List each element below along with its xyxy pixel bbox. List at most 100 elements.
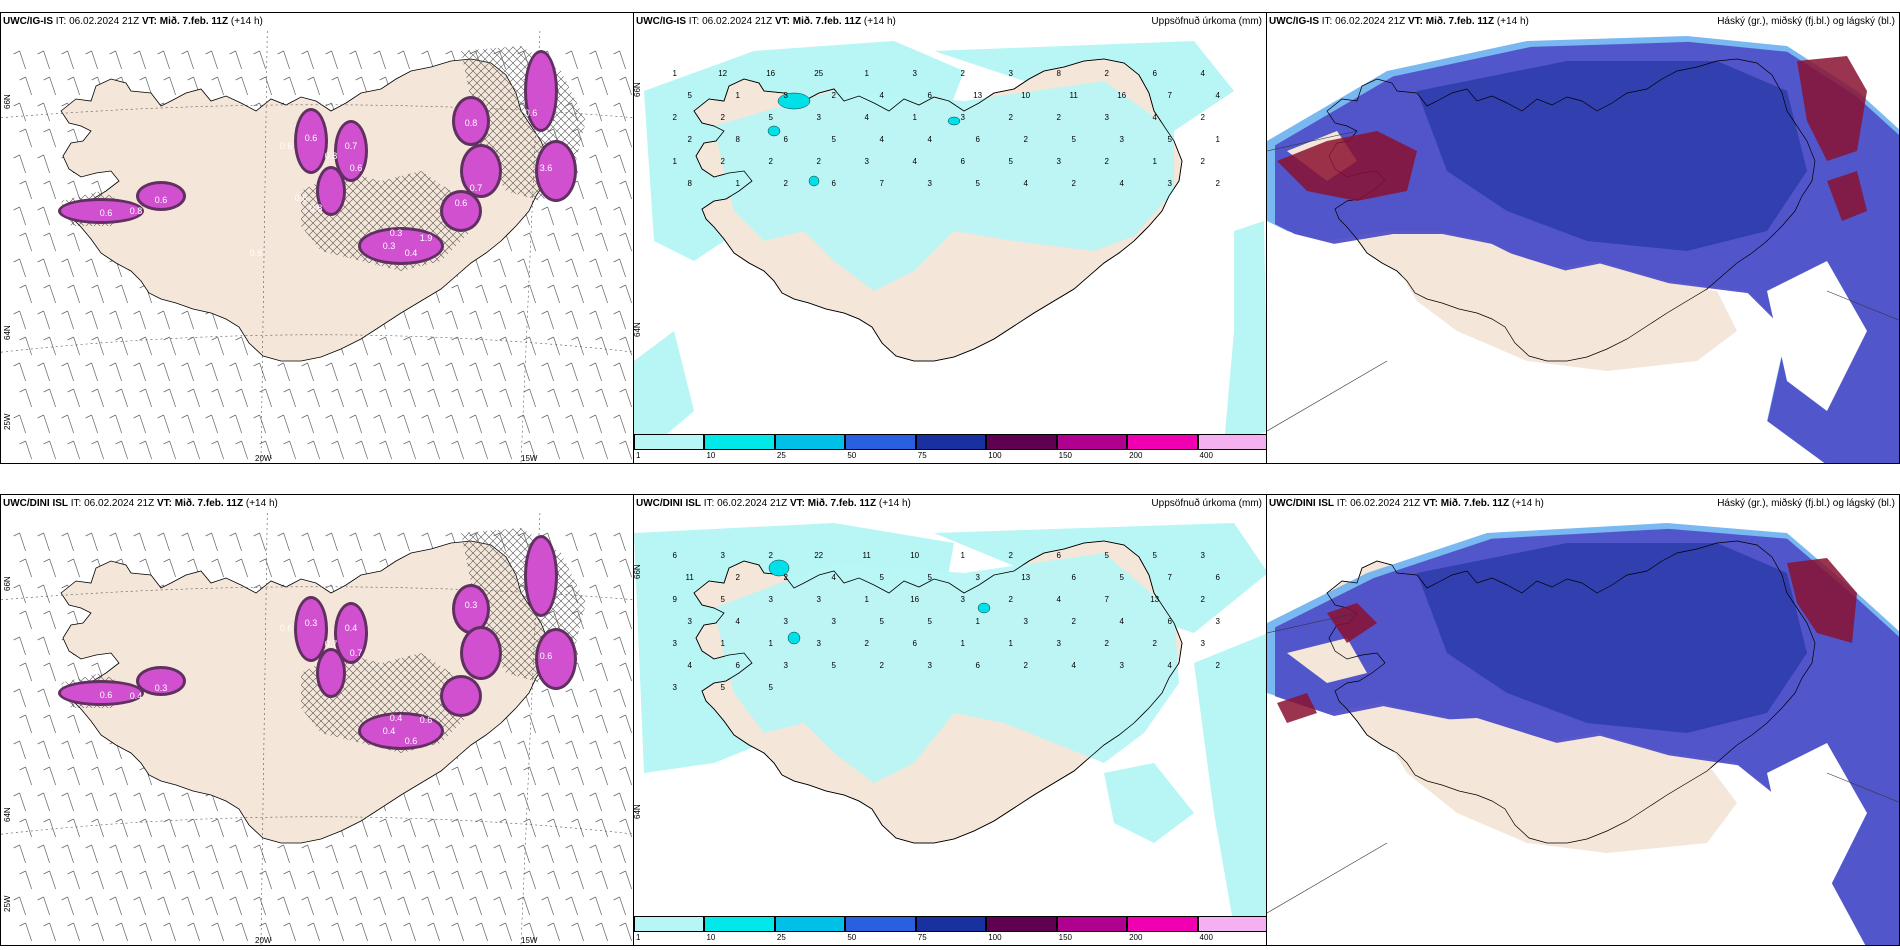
wind-barb [235,336,248,356]
wind-barb [565,206,578,226]
snow-area [337,123,365,179]
precip-amount-label: 1 [960,551,965,560]
clear-sea-area [1767,743,1867,893]
colorbar-segment [1197,916,1266,932]
wind-barb [37,584,50,604]
wind-barb [613,102,626,122]
wind-barb [565,414,578,434]
wind-barb [571,870,584,890]
precip-amount-label: 3 [1200,639,1205,648]
precip-amount-label: 1 [768,639,773,648]
wind-barb [91,440,104,460]
lat-label-66: 66N [633,564,642,579]
snow-area [297,599,325,659]
precip-amount-label: 5 [1152,551,1157,560]
snow-depth-label: 0.7 [350,648,363,658]
snow-depth-label: 0.4 [130,691,143,701]
wind-barb [565,792,578,812]
wind-barb [565,258,578,278]
snow-area [319,169,343,213]
snow-area [443,678,479,714]
precip-amount-label: 5 [927,617,932,626]
wind-barb [427,818,440,838]
wind-barb [469,896,482,916]
snow-area [527,538,555,614]
wind-barb [85,50,98,70]
wind-barb [13,896,26,916]
wind-barb [211,336,224,356]
precip-amount-label: 3 [960,595,965,604]
wind-barb [595,558,608,578]
wind-barb [37,636,50,656]
clear-land-area [1387,246,1737,371]
precip-amount-label: 3 [720,551,725,560]
wind-barb [163,922,176,942]
wind-barb [187,336,200,356]
wind-barb [85,844,98,864]
precip-amount-label: 1 [672,157,677,166]
wind-barb [13,532,26,552]
wind-barb [595,818,608,838]
wind-barb [13,50,26,70]
wind-barb [307,440,320,460]
wind-barb [379,388,392,408]
wind-barb [19,922,32,942]
wind-barb [421,50,434,70]
precip-amount-label: 11 [686,573,695,582]
wind-barb [589,584,602,604]
precip-amount-label: 5 [831,135,836,144]
precip-amount-label: 3 [912,69,917,78]
wind-barb [37,206,50,226]
precip-amount-label: 3 [1056,639,1061,648]
colorbar-segment [986,434,1057,450]
wind-barb [19,232,32,252]
mid-cloud-area [1417,61,1807,251]
wind-barb [403,922,416,942]
precip-amount-label: 2 [864,639,869,648]
wind-barb [589,50,602,70]
wind-barb [43,662,56,682]
wind-barb [43,922,56,942]
wind-barb [349,896,362,916]
wind-barb [331,870,344,890]
wind-barb [67,870,80,890]
wind-barb [235,818,248,838]
wind-barb [451,818,464,838]
wind-barb [67,818,80,838]
wind-barb [613,206,626,226]
wind-barb [67,336,80,356]
high-cloud-area [1827,171,1867,221]
colorbar-tick-label: 400 [1199,933,1213,942]
wind-barb [613,792,626,812]
wind-barb [589,688,602,708]
colorbar-segment [1197,434,1266,450]
precip-amount-label: 3 [816,639,821,648]
wind-barb [547,336,560,356]
colorbar-tick-label: 400 [1199,451,1213,460]
iceland-coastline [693,540,1183,844]
wind-barb [445,896,458,916]
wind-barb [19,336,32,356]
wind-barb [589,792,602,812]
wind-barb [427,336,440,356]
snow-area [538,143,574,199]
precip-amount-label: 2 [672,113,677,122]
precip-amount-label: 3 [975,573,980,582]
wind-barb [619,922,632,942]
wind-barb [619,180,632,200]
wind-barb [253,362,266,382]
wind-barb [133,310,146,330]
precip-amount-label: 5 [831,661,836,670]
wind-barb [397,844,410,864]
precip-amount-label: 7 [1167,573,1172,582]
projection-line [1267,612,1358,634]
precip-amount-label: 4 [1119,617,1124,626]
wind-barb [91,336,104,356]
wind-barb [163,818,176,838]
wind-barb [595,766,608,786]
precip-amount-label: 3 [1167,179,1172,188]
wind-barb [613,414,626,434]
wind-barb [67,558,80,578]
wind-barb [451,440,464,460]
wind-barb [499,766,512,786]
